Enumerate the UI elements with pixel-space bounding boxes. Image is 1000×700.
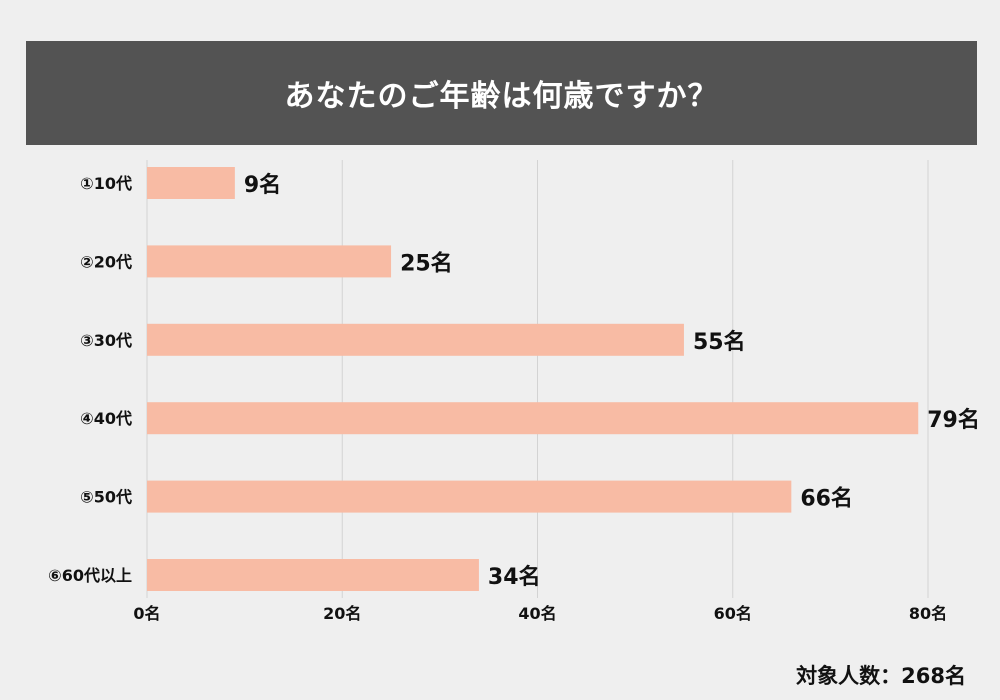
value-label: 25名 bbox=[400, 250, 453, 276]
bar-1 bbox=[147, 167, 235, 199]
bar-5 bbox=[147, 480, 792, 513]
respondent-count: 対象人数：268名 bbox=[796, 664, 966, 688]
category-label: ③30代 bbox=[80, 331, 132, 350]
value-label: 9名 bbox=[244, 172, 281, 198]
bar-6 bbox=[147, 559, 479, 591]
x-tick-label: 0名 bbox=[133, 604, 160, 623]
value-label: 34名 bbox=[488, 564, 541, 590]
x-tick-label: 80名 bbox=[909, 604, 947, 623]
x-tick-label: 20名 bbox=[323, 604, 361, 623]
value-label: 66名 bbox=[800, 486, 853, 512]
bar-4 bbox=[147, 402, 919, 435]
category-label: ⑤50代 bbox=[80, 488, 132, 507]
bar-3 bbox=[147, 323, 684, 356]
category-label: ②20代 bbox=[80, 252, 132, 271]
bar-2 bbox=[147, 245, 392, 278]
value-label: 79名 bbox=[927, 407, 980, 433]
value-label: 55名 bbox=[693, 329, 746, 355]
category-label: ④40代 bbox=[80, 409, 132, 428]
chart-title: あなたのご年齢は何歳ですか？ bbox=[284, 79, 719, 114]
category-label: ①10代 bbox=[80, 174, 132, 193]
x-tick-label: 40名 bbox=[518, 604, 556, 623]
x-tick-label: 60名 bbox=[714, 604, 752, 623]
chart-title-bar: あなたのご年齢は何歳ですか？ bbox=[26, 41, 977, 145]
category-label: ⑥60代以上 bbox=[48, 566, 132, 585]
